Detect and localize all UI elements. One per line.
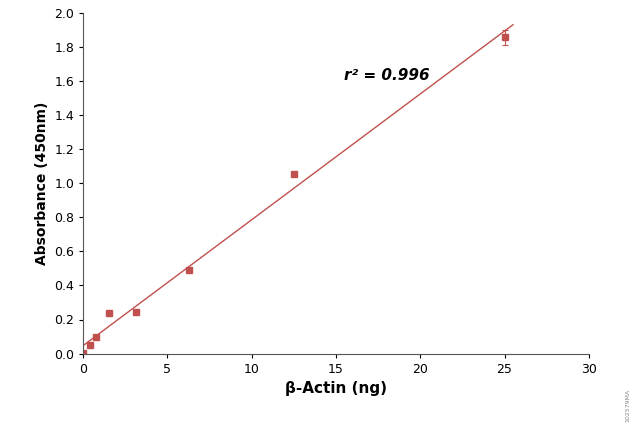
Y-axis label: Absorbance (450nm): Absorbance (450nm) <box>35 101 49 265</box>
Text: 102579MA: 102579MA <box>625 389 630 422</box>
X-axis label: β-Actin (ng): β-Actin (ng) <box>285 381 387 396</box>
Text: r² = 0.996: r² = 0.996 <box>344 68 430 83</box>
